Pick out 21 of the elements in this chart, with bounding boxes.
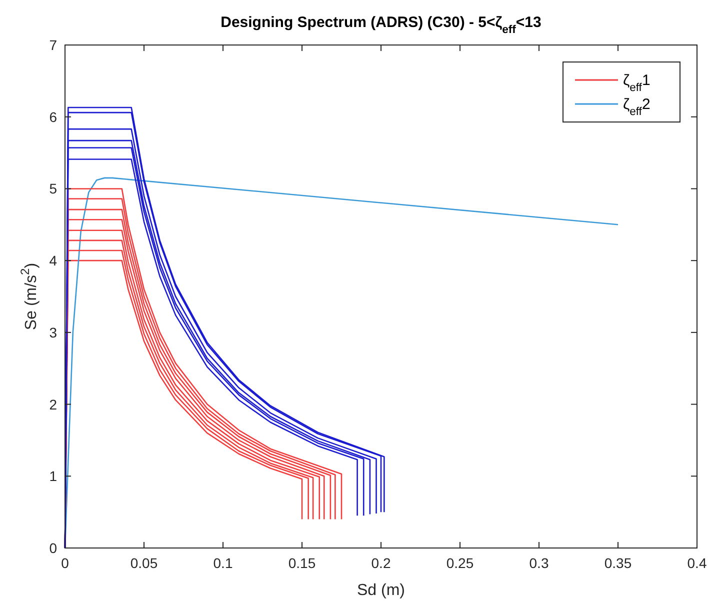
x-axis-title: Sd (m) xyxy=(357,582,405,599)
y-tick-label: 2 xyxy=(49,396,58,412)
x-tick-label: 0 xyxy=(61,555,70,571)
x-tick-label: 0.25 xyxy=(446,555,474,571)
y-tick-label: 6 xyxy=(49,108,58,125)
y-tick-label: 1 xyxy=(49,468,58,484)
y-tick-label: 7 xyxy=(49,37,58,53)
x-tick-label: 0.35 xyxy=(604,555,632,571)
y-tick-label: 4 xyxy=(49,252,58,269)
y-tick-label: 3 xyxy=(49,324,58,340)
x-tick-label: 0.05 xyxy=(130,555,158,571)
y-tick-label: 5 xyxy=(49,180,58,197)
x-tick-label: 0.1 xyxy=(213,555,233,571)
chart-title: Designing Spectrum (ADRS) (C30) - 5<ζ$_{eff}$<13 xyxy=(220,14,542,36)
legend-label: ζ$_{eff}$2 xyxy=(623,96,650,118)
x-tick-label: 0.15 xyxy=(288,555,316,571)
legend-label: ζ$_{eff}$1 xyxy=(623,72,650,94)
x-tick-label: 0.3 xyxy=(529,555,549,571)
y-tick-label: 0 xyxy=(49,540,58,556)
x-tick-label: 0.4 xyxy=(687,555,707,571)
x-tick-label: 0.2 xyxy=(371,555,391,571)
